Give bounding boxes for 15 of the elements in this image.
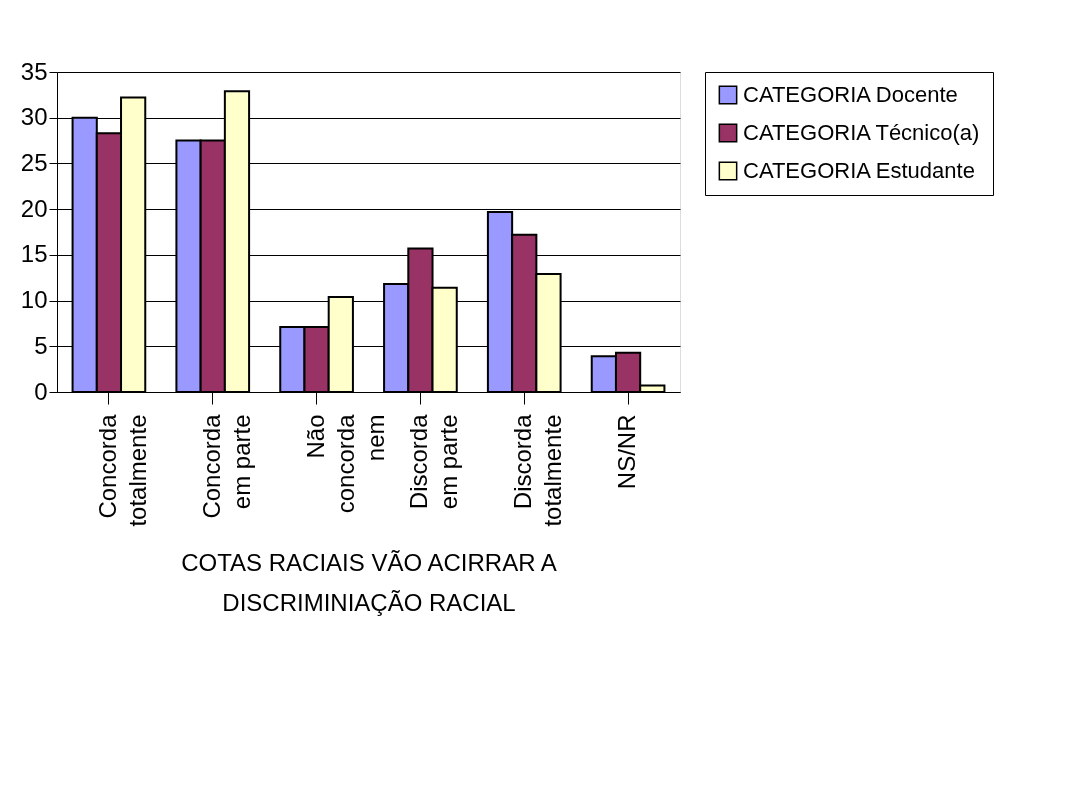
x-tick-label: NS/NR (613, 414, 641, 490)
legend-label: CATEGORIA Estudante (743, 158, 975, 183)
legend-label: CATEGORIA Técnico(a) (743, 120, 980, 145)
y-tick-label: 25 (20, 148, 48, 176)
y-tick-label: 5 (34, 331, 48, 359)
x-axis-title: COTAS RACIAIS VÃO ACIRRAR A DISCRIMINIAÇÃO RACIAL (181, 548, 557, 616)
y-tick-label: 0 (34, 377, 48, 405)
y-tick-label: 10 (20, 286, 48, 314)
legend-label: CATEGORIA Docente (743, 82, 958, 107)
x-tick-label: Concorda totalmente (93, 413, 151, 527)
y-tick-label: 30 (20, 103, 48, 131)
y-tick-label: 35 (20, 57, 48, 85)
y-tick-label: 15 (20, 240, 48, 268)
y-tick-label: 20 (20, 194, 48, 222)
x-tick-label: Não concorda nem (301, 413, 389, 514)
